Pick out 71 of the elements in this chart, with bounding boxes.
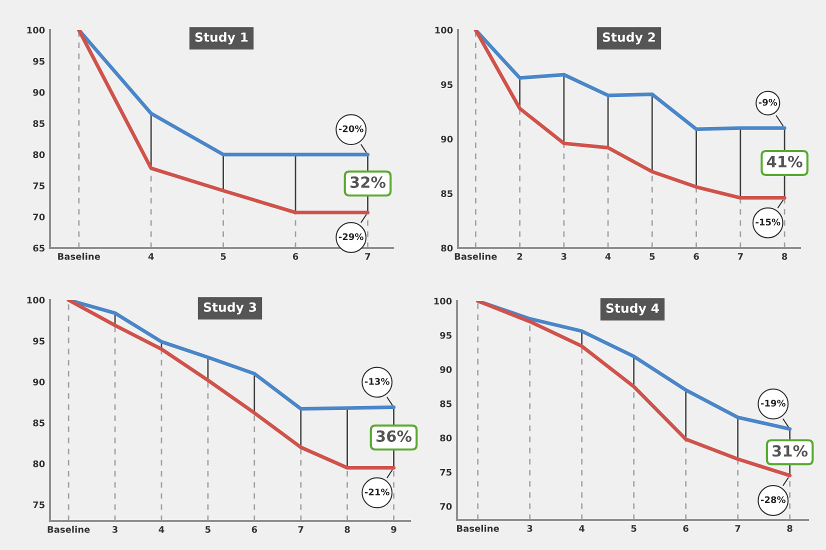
y-tick-label: 90 <box>441 136 453 143</box>
line-series <box>66 300 396 411</box>
y-tick-label: 95 <box>441 81 453 88</box>
x-tick-label: 3 <box>527 525 532 532</box>
x-tick-label: 7 <box>365 253 370 260</box>
x-tick-label: 5 <box>631 525 636 532</box>
y-tick-label: 85 <box>440 400 452 408</box>
y-tick-label: 80 <box>441 244 453 252</box>
x-tick-label: Baseline <box>48 526 90 533</box>
chart-title: Study 3 <box>204 302 256 314</box>
x-tick-label: 8 <box>344 526 350 533</box>
x-tick-label: 4 <box>579 525 585 532</box>
y-tick-label: 90 <box>440 366 452 373</box>
x-tick-label: Baseline <box>454 252 497 260</box>
x-tick-label: 5 <box>220 253 226 260</box>
annotation: -20% <box>338 125 364 132</box>
x-tick-label: Baseline <box>457 524 499 532</box>
y-tick-label: 85 <box>33 120 45 127</box>
annotation: 41% <box>766 156 802 168</box>
y-tick-label: 80 <box>33 460 45 468</box>
y-tick-label: 100 <box>27 26 45 34</box>
x-tick-label: Baseline <box>58 252 100 260</box>
y-tick-label: 70 <box>33 214 45 220</box>
y-tick-label: 65 <box>33 244 45 252</box>
x-tick-label: 8 <box>787 525 792 532</box>
y-tick-label: 75 <box>33 182 45 190</box>
y-tick-label: 95 <box>33 58 45 65</box>
annotation: 36% <box>376 430 412 442</box>
y-tick-label: 100 <box>435 26 453 34</box>
y-tick-label: 70 <box>440 503 452 510</box>
annotation: -29% <box>338 233 364 240</box>
annotation: -13% <box>364 378 390 385</box>
annotation: -19% <box>760 400 786 407</box>
x-tick-label: 7 <box>298 526 304 533</box>
x-tick-label: 2 <box>517 253 522 260</box>
y-tick-label: 85 <box>33 420 45 426</box>
x-tick-label: 6 <box>292 253 298 260</box>
y-tick-label: 80 <box>33 151 45 158</box>
annotation: -9% <box>758 98 778 106</box>
chart-title: Study 1 <box>195 32 248 44</box>
x-tick-label: 8 <box>782 253 788 260</box>
annotation: -28% <box>760 496 786 504</box>
y-tick-label: 75 <box>440 468 452 476</box>
y-tick-label: 75 <box>33 501 45 508</box>
x-tick-label: 6 <box>252 526 258 533</box>
chart-title: Study 4 <box>606 303 659 316</box>
annotation: 31% <box>772 445 808 457</box>
x-tick-label: 6 <box>683 525 688 532</box>
y-tick-label: 90 <box>33 89 45 96</box>
y-tick-label: 95 <box>440 332 452 339</box>
y-tick-label: 90 <box>33 378 45 386</box>
x-tick-label: 5 <box>650 253 655 260</box>
x-tick-label: 3 <box>561 253 566 260</box>
x-tick-label: 7 <box>738 253 743 260</box>
y-tick-label: 95 <box>33 338 45 344</box>
x-tick-label: 6 <box>694 253 699 260</box>
y-tick-label: 100 <box>434 298 452 305</box>
x-tick-label: 3 <box>112 526 118 533</box>
x-tick-label: 7 <box>735 525 740 532</box>
y-tick-label: 85 <box>441 190 453 198</box>
chart-title: Study 2 <box>602 32 655 44</box>
annotation: -21% <box>364 488 390 496</box>
x-tick-label: 4 <box>605 253 611 260</box>
annotation: -15% <box>756 218 780 226</box>
annotation: 32% <box>350 176 386 188</box>
x-tick-label: 9 <box>391 526 396 533</box>
x-tick-label: 5 <box>205 526 210 533</box>
x-tick-label: 4 <box>148 253 154 260</box>
x-tick-label: 4 <box>158 526 164 533</box>
y-tick-label: 80 <box>440 434 452 442</box>
y-tick-label: 100 <box>27 296 45 304</box>
